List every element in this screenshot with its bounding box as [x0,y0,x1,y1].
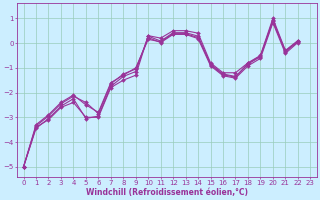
X-axis label: Windchill (Refroidissement éolien,°C): Windchill (Refroidissement éolien,°C) [86,188,248,197]
